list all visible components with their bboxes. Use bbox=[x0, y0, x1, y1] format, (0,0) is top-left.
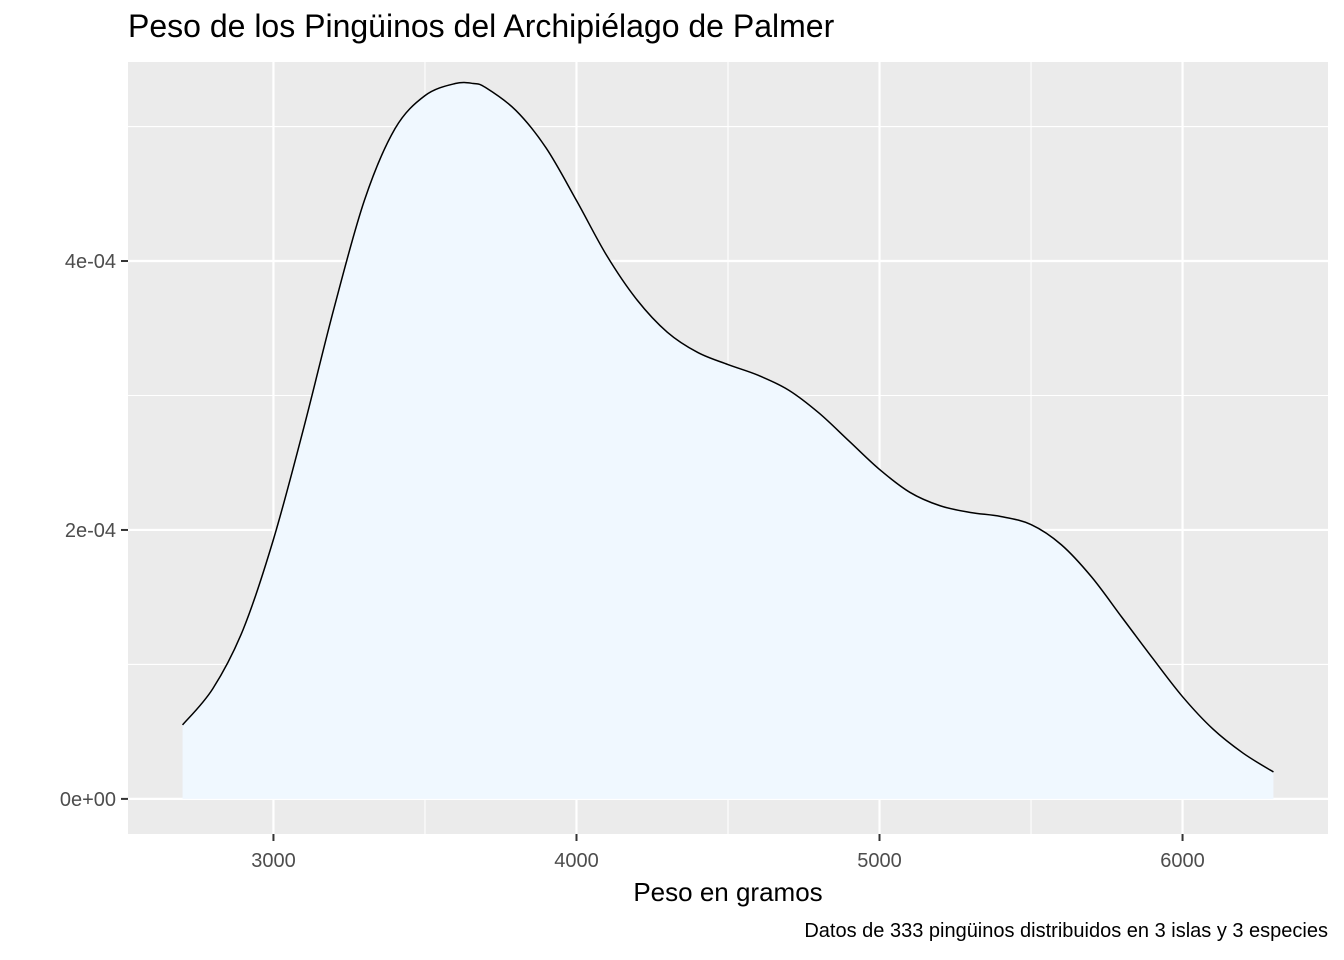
x-axis: 3000 4000 5000 6000 bbox=[251, 834, 1205, 872]
x-tick-label: 4000 bbox=[554, 850, 599, 872]
density-area bbox=[182, 82, 1274, 799]
y-tick-label: 4e-04 bbox=[65, 251, 116, 273]
chart-title: Peso de los Pingüinos del Archipiélago d… bbox=[128, 8, 835, 44]
x-tick-label: 6000 bbox=[1160, 850, 1205, 872]
x-tick-label: 3000 bbox=[251, 850, 296, 872]
density-line bbox=[181, 81, 1274, 773]
y-tick-label: 0e+00 bbox=[60, 789, 116, 811]
y-axis: 0e+00 2e-04 4e-04 bbox=[60, 251, 128, 811]
y-tick-label: 2e-04 bbox=[65, 520, 116, 542]
x-tick-label: 5000 bbox=[857, 850, 902, 872]
chart-caption: Datos de 333 pingüinos distribuidos en 3… bbox=[804, 920, 1328, 942]
x-axis-title: Peso en gramos bbox=[633, 877, 822, 907]
